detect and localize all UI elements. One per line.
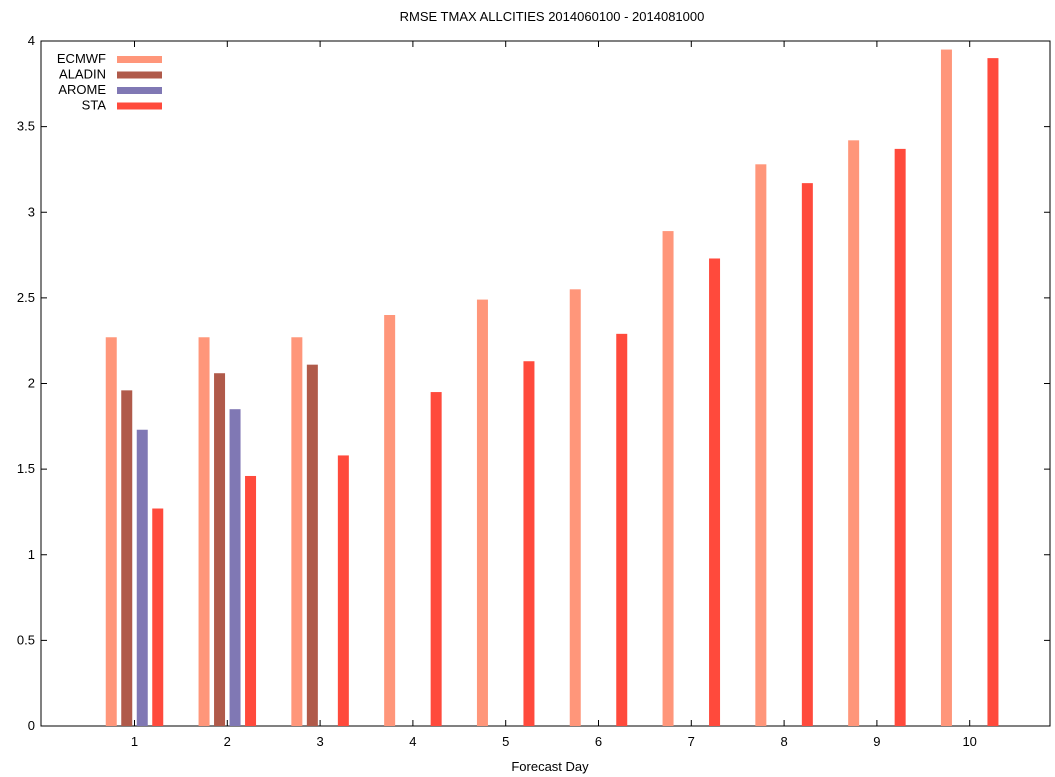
bar-aladin-day-2 bbox=[214, 373, 226, 726]
y-tick-label: 2 bbox=[28, 376, 35, 391]
legend-label-arome: AROME bbox=[58, 82, 106, 97]
x-axis-ticks: 1 2 3 4 5 6 7 8 9 10 bbox=[131, 41, 977, 749]
x-tick-label: 8 bbox=[780, 734, 787, 749]
bar-aladin-day-3 bbox=[306, 364, 318, 726]
y-tick-label: 0.5 bbox=[17, 632, 35, 647]
bar-ecmwf-day-6 bbox=[569, 289, 581, 726]
x-axis-label: Forecast Day bbox=[511, 759, 589, 774]
bar-ecmwf-day-7 bbox=[662, 231, 674, 726]
legend-label-sta: STA bbox=[82, 98, 107, 113]
x-tick-label: 1 bbox=[131, 734, 138, 749]
y-tick-label: 3.5 bbox=[17, 119, 35, 134]
y-tick-label: 1 bbox=[28, 547, 35, 562]
bar-sta-day-6 bbox=[616, 333, 628, 726]
x-tick-label: 2 bbox=[224, 734, 231, 749]
x-tick-label: 3 bbox=[316, 734, 323, 749]
y-axis-ticks: 0 0.5 1 1.5 2 2.5 3 3.5 4 bbox=[17, 33, 1050, 733]
legend-label-ecmwf: ECMWF bbox=[57, 51, 106, 66]
bar-ecmwf-day-8 bbox=[755, 164, 767, 727]
bar-arome-day-2 bbox=[229, 409, 241, 726]
bar-ecmwf-day-10 bbox=[940, 49, 952, 726]
bar-aladin-day-1 bbox=[121, 390, 133, 726]
bar-group bbox=[105, 49, 999, 727]
x-tick-label: 6 bbox=[595, 734, 602, 749]
y-tick-label: 1.5 bbox=[17, 461, 35, 476]
x-tick-label: 9 bbox=[873, 734, 880, 749]
bar-sta-day-3 bbox=[337, 455, 349, 726]
y-tick-label: 2.5 bbox=[17, 290, 35, 305]
x-tick-label: 10 bbox=[962, 734, 976, 749]
bar-ecmwf-day-4 bbox=[384, 315, 396, 726]
bar-sta-day-2 bbox=[245, 475, 257, 726]
legend-label-aladin: ALADIN bbox=[59, 67, 106, 82]
bar-sta-day-1 bbox=[152, 508, 164, 726]
y-tick-label: 0 bbox=[28, 718, 35, 733]
bar-arome-day-1 bbox=[136, 429, 148, 726]
bar-sta-day-7 bbox=[709, 258, 721, 726]
bar-ecmwf-day-5 bbox=[476, 299, 488, 726]
bar-sta-day-9 bbox=[894, 148, 906, 726]
bar-ecmwf-day-3 bbox=[291, 337, 303, 726]
bar-sta-day-5 bbox=[523, 361, 535, 726]
bar-sta-day-4 bbox=[430, 392, 442, 726]
bar-sta-day-8 bbox=[801, 183, 813, 726]
x-tick-label: 4 bbox=[409, 734, 416, 749]
x-tick-label: 7 bbox=[688, 734, 695, 749]
x-tick-label: 5 bbox=[502, 734, 509, 749]
bar-sta-day-10 bbox=[987, 58, 999, 726]
legend-swatch-arome bbox=[117, 87, 162, 94]
chart-title: RMSE TMAX ALLCITIES 2014060100 - 2014081… bbox=[400, 9, 705, 24]
bar-ecmwf-day-9 bbox=[848, 140, 860, 726]
bar-ecmwf-day-2 bbox=[198, 337, 210, 726]
legend-swatch-sta bbox=[117, 102, 162, 110]
legend-swatch-aladin bbox=[117, 71, 162, 79]
y-tick-label: 3 bbox=[28, 204, 35, 219]
legend-swatch-ecmwf bbox=[117, 56, 162, 63]
bar-ecmwf-day-1 bbox=[105, 337, 117, 726]
y-tick-label: 4 bbox=[28, 33, 35, 48]
